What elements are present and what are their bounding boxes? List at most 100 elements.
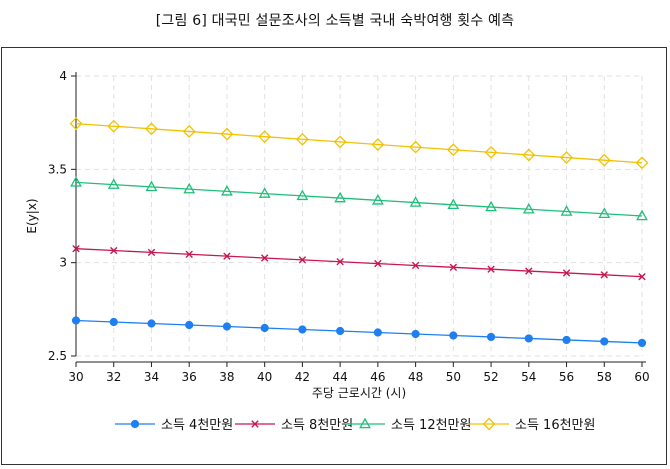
- data-point: [298, 325, 307, 334]
- data-point: [449, 331, 458, 340]
- data-point: [147, 248, 156, 257]
- x-tick-label: 30: [68, 370, 83, 384]
- data-point: [258, 187, 271, 198]
- marker-stroke: [449, 263, 458, 272]
- data-point: [334, 191, 347, 203]
- data-point: [222, 322, 232, 331]
- data-point: [336, 326, 345, 336]
- data-point: [109, 317, 118, 327]
- series-line: [75, 122, 643, 164]
- data-point: [223, 252, 231, 260]
- series-line: [75, 181, 643, 217]
- marker-stroke: [411, 261, 420, 270]
- x-tick-label: 50: [446, 370, 461, 384]
- data-point: [71, 316, 81, 325]
- data-point: [147, 319, 156, 328]
- marker-stroke: [600, 271, 608, 279]
- x-tick-label: 58: [597, 370, 612, 384]
- series-lines: [69, 117, 649, 348]
- data-point: [485, 200, 497, 212]
- data-point: [411, 329, 420, 339]
- marker-stroke: [487, 265, 495, 273]
- data-point: [446, 143, 460, 157]
- data-point: [486, 332, 496, 342]
- marker-stroke: [298, 256, 307, 264]
- legend-label: 소득 4천만원: [161, 418, 233, 433]
- marker-stroke: [374, 259, 382, 268]
- data-point: [185, 320, 194, 330]
- data-point: [522, 148, 536, 162]
- x-tick-label: 48: [408, 370, 423, 384]
- data-point: [107, 119, 121, 133]
- x-tick-label: 46: [370, 370, 385, 384]
- data-point: [638, 272, 646, 281]
- legend-marker: [130, 419, 140, 429]
- y-tick-label: 3.5: [48, 162, 67, 176]
- series-line: [75, 248, 643, 278]
- data-point: [260, 323, 269, 333]
- series-1: [71, 316, 647, 348]
- series-line: [75, 319, 643, 344]
- legend-marker: [359, 417, 371, 429]
- legend-marker: [482, 417, 496, 431]
- legend-item-4: 소득 16천만원: [469, 417, 595, 433]
- marker-stroke: [72, 244, 80, 253]
- data-point: [524, 334, 533, 343]
- data-point: [636, 209, 648, 221]
- marker-stroke: [260, 254, 269, 262]
- data-point: [298, 256, 307, 264]
- data-point: [333, 135, 347, 149]
- marker-stroke: [185, 250, 193, 258]
- series-4: [69, 117, 649, 170]
- data-point: [597, 153, 611, 167]
- data-point: [600, 271, 608, 279]
- x-tick-label: 38: [219, 370, 234, 384]
- data-point: [145, 122, 158, 136]
- x-tick-label: 52: [483, 370, 498, 384]
- data-point: [336, 258, 344, 266]
- data-point: [411, 261, 420, 270]
- data-point: [447, 198, 460, 210]
- data-point: [409, 140, 423, 154]
- legend-label: 소득 12천만원: [391, 418, 471, 433]
- data-point: [371, 138, 385, 151]
- data-point: [637, 338, 647, 348]
- series-3: [70, 176, 648, 221]
- marker-stroke: [251, 420, 259, 428]
- x-tick-label: 36: [182, 370, 197, 384]
- marker-stroke: [147, 248, 156, 257]
- x-tick-label: 32: [106, 370, 121, 384]
- x-tick-label: 60: [634, 370, 649, 384]
- data-point: [258, 130, 272, 144]
- data-point: [221, 185, 233, 196]
- data-point: [560, 205, 573, 216]
- legend-item-3: 소득 12천만원: [345, 417, 471, 433]
- legend-marker: [251, 420, 259, 428]
- y-tick-label: 3: [59, 256, 67, 270]
- x-axis-label: 주당 근로시간 (시): [312, 386, 406, 400]
- data-point: [374, 259, 382, 268]
- marker-stroke: [110, 246, 118, 255]
- x-tick-label: 56: [559, 370, 574, 384]
- data-point: [185, 250, 193, 258]
- y-axis-label: E(y|x): [25, 198, 39, 233]
- data-point: [409, 196, 422, 207]
- marker-stroke: [223, 252, 231, 260]
- data-point: [296, 189, 309, 201]
- data-point: [220, 127, 234, 141]
- legend-item-1: 소득 4천만원: [115, 418, 233, 433]
- data-point: [183, 182, 196, 194]
- chart-frame: 2.5 3 3.5 4 30 32 34 36 38 40 42 44 46 48 50 52 54 56 58 60…: [1, 47, 667, 465]
- marker-stroke: [525, 267, 533, 275]
- x-tick-label: 42: [295, 370, 310, 384]
- data-point: [107, 178, 120, 189]
- figure-title: [그림 6] 대국민 설문조사의 소득별 국내 숙박여행 횟수 예측: [155, 13, 515, 29]
- axes: 2.5 3 3.5 4 30 32 34 36 38 40 42 44 46 48 50 52 54 56 58 60: [48, 69, 650, 384]
- marker-stroke: [336, 258, 344, 266]
- data-point: [635, 156, 649, 170]
- data-point: [562, 269, 571, 277]
- legend-label: 소득 16천만원: [515, 418, 595, 433]
- x-tick-label: 40: [257, 370, 272, 384]
- x-tick-label: 54: [521, 370, 536, 384]
- data-point: [295, 132, 309, 146]
